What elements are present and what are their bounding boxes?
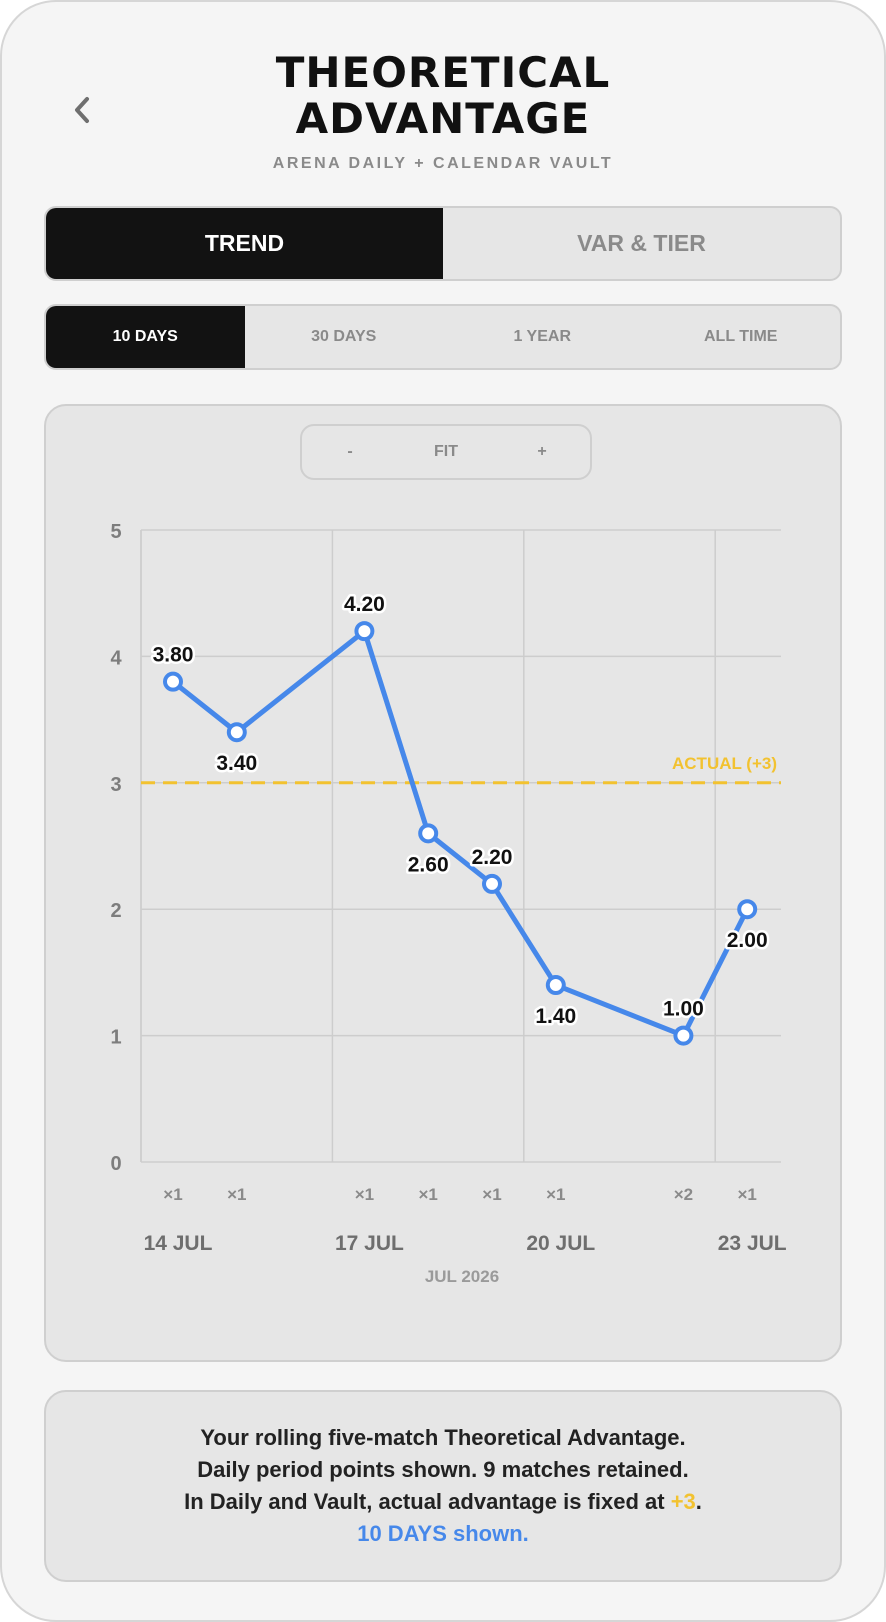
range-tabs: 10 DAYS 30 DAYS 1 YEAR ALL TIME — [44, 304, 842, 370]
info-line-2: Daily period points shown. 9 matches ret… — [197, 1457, 689, 1482]
tab-all-time[interactable]: ALL TIME — [704, 328, 778, 345]
data-point — [163, 671, 183, 692]
info-card: Your rolling five-match Theoretical Adva… — [44, 1390, 842, 1582]
tab-var-tier[interactable]: VAR & TIER — [577, 230, 706, 256]
data-label: 3.40 — [216, 752, 257, 775]
match-count-label: ×1 — [419, 1185, 438, 1204]
match-count-label: ×1 — [482, 1185, 501, 1204]
data-label: 2.60 — [408, 853, 449, 876]
match-count-label: ×2 — [674, 1185, 693, 1204]
zoom-fit-button[interactable]: FIT — [434, 443, 458, 460]
y-tick-label: 5 — [110, 521, 121, 543]
data-label: 3.80 — [153, 644, 194, 667]
x-date-label: 14 JUL — [144, 1232, 213, 1255]
data-point — [673, 1025, 694, 1046]
view-tabs: TREND VAR & TIER — [44, 206, 842, 281]
page-subtitle: ARENA DAILY + CALENDAR VAULT — [272, 155, 614, 172]
zoom-out-button[interactable]: - — [347, 443, 353, 460]
tab-1-year[interactable]: 1 YEAR — [513, 328, 571, 345]
zoom-controls: - FIT + — [300, 424, 592, 480]
data-label: 2.00 — [727, 929, 768, 952]
match-count-label: ×1 — [355, 1185, 374, 1204]
tab-10-days[interactable]: 10 DAYS — [46, 306, 245, 368]
info-line-3-prefix: In Daily and Vault, actual advantage is … — [184, 1489, 671, 1514]
x-date-label: 23 JUL — [718, 1232, 787, 1255]
data-label: 1.00 — [663, 998, 704, 1021]
zoom-in-button[interactable]: + — [537, 443, 547, 460]
data-point — [482, 873, 502, 894]
page-title-line2: ADVANTAGE — [295, 94, 591, 143]
y-tick-label: 4 — [110, 647, 122, 669]
series-line — [170, 628, 750, 1039]
y-tick-label: 1 — [110, 1027, 121, 1049]
tab-trend[interactable]: TREND — [46, 208, 443, 279]
info-line-3: In Daily and Vault, actual advantage is … — [184, 1486, 702, 1518]
page-title: THEORETICAL ADVANTAGE — [2, 50, 884, 142]
data-point — [737, 899, 758, 920]
data-label: 1.40 — [535, 1005, 576, 1028]
match-count-label: ×1 — [227, 1185, 246, 1204]
chart-card: 0 1 2 3 4 5 14 JUL 17 JUL 20 JUL 23 JUL JUL 2026 AC… — [44, 404, 842, 1362]
page-title-line1: THEORETICAL — [275, 48, 611, 97]
chevron-left-icon — [75, 97, 89, 123]
data-label: 2.20 — [472, 846, 513, 869]
match-count-label: ×1 — [546, 1185, 565, 1204]
info-line-3-suffix: . — [695, 1489, 702, 1514]
data-point — [226, 722, 247, 743]
x-date-label: 17 JUL — [335, 1232, 404, 1255]
tab-30-days[interactable]: 30 DAYS — [311, 328, 377, 345]
y-tick-label: 0 — [110, 1153, 121, 1175]
y-tick-label: 3 — [110, 774, 121, 796]
actual-advantage-value: +3 — [670, 1489, 696, 1514]
data-point — [545, 975, 566, 996]
info-line-1: Your rolling five-match Theoretical Adva… — [200, 1425, 686, 1450]
info-range-shown: 10 DAYS shown. — [357, 1521, 529, 1546]
x-date-label: 20 JUL — [526, 1232, 595, 1255]
x-period-label: JUL 2026 — [425, 1267, 499, 1286]
data-label: 4.20 — [344, 593, 385, 616]
data-point — [418, 823, 439, 844]
y-tick-label: 2 — [110, 900, 121, 922]
match-count-label: ×1 — [163, 1185, 182, 1204]
back-button[interactable] — [62, 90, 102, 130]
trend-chart: 0 1 2 3 4 5 14 JUL 17 JUL 20 JUL 23 JUL JUL 2026 AC… — [110, 521, 787, 1286]
actual-reference-label: ACTUAL (+3) — [672, 754, 777, 773]
data-point — [354, 621, 375, 642]
match-count-label: ×1 — [738, 1185, 757, 1204]
